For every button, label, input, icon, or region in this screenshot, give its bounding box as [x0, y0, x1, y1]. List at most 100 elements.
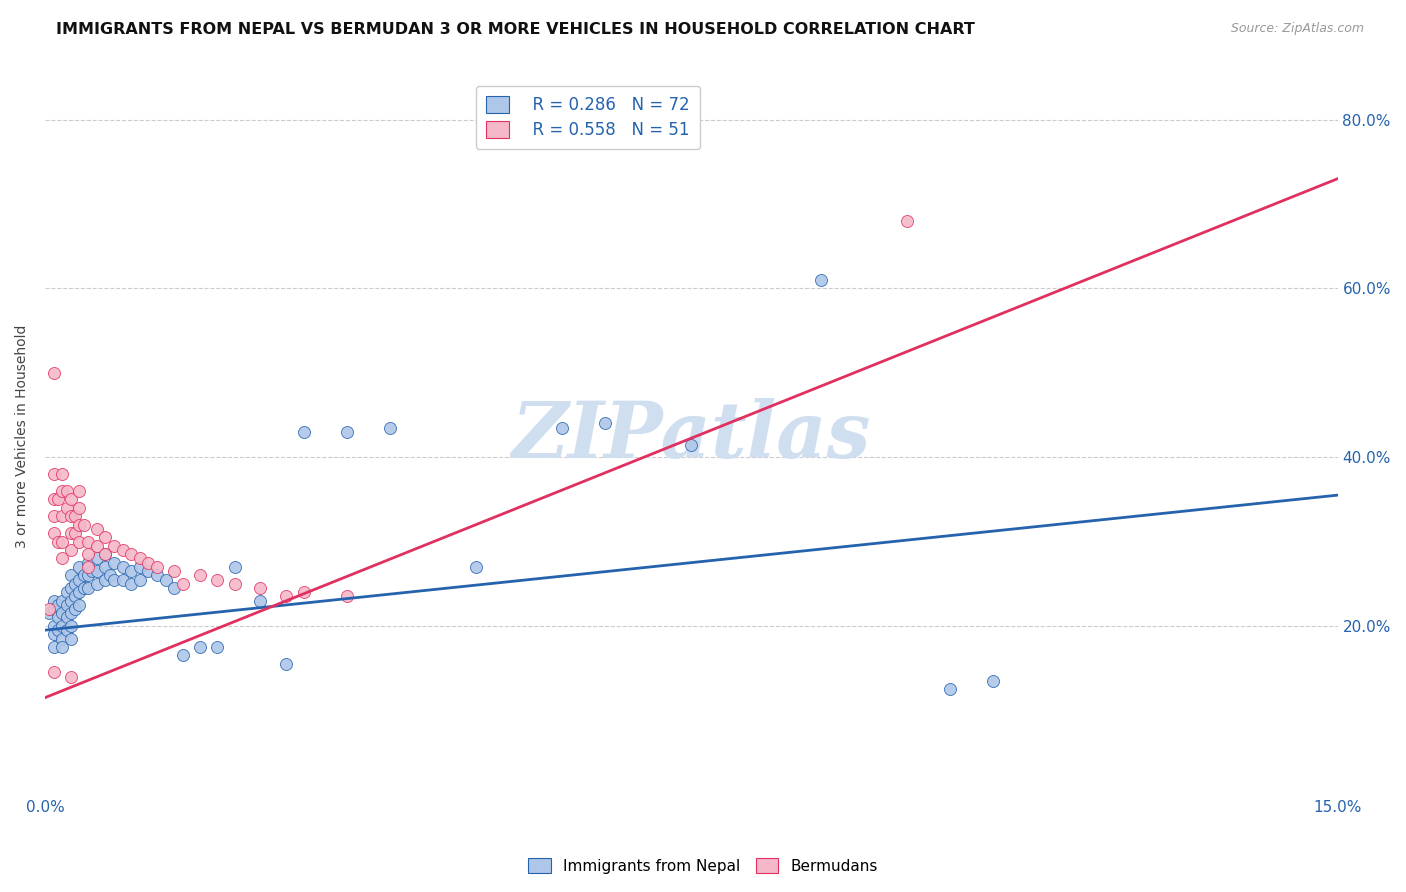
Point — [77, 534, 100, 549]
Point — [46, 598, 69, 612]
Point — [207, 640, 229, 654]
Point — [138, 556, 160, 570]
Text: ZIPatlas: ZIPatlas — [512, 398, 870, 475]
Point — [120, 547, 142, 561]
Point — [46, 492, 69, 507]
Point — [42, 602, 65, 616]
Point — [77, 559, 100, 574]
Point — [77, 568, 100, 582]
Point — [249, 593, 271, 607]
Point — [120, 564, 142, 578]
Legend: Immigrants from Nepal, Bermudans: Immigrants from Nepal, Bermudans — [522, 852, 884, 880]
Point — [51, 593, 73, 607]
Point — [55, 623, 77, 637]
Point — [55, 598, 77, 612]
Point — [292, 425, 315, 439]
Point — [249, 581, 271, 595]
Point — [59, 607, 82, 621]
Point — [63, 509, 86, 524]
Point — [551, 420, 574, 434]
Point — [63, 602, 86, 616]
Point — [94, 530, 117, 544]
Point — [128, 573, 150, 587]
Point — [69, 585, 91, 599]
Point — [77, 556, 100, 570]
Point — [336, 590, 359, 604]
Point — [188, 640, 211, 654]
Point — [59, 581, 82, 595]
Point — [172, 648, 194, 663]
Point — [146, 559, 169, 574]
Point — [59, 669, 82, 683]
Point — [224, 559, 246, 574]
Point — [86, 564, 108, 578]
Point — [63, 590, 86, 604]
Text: Source: ZipAtlas.com: Source: ZipAtlas.com — [1230, 22, 1364, 36]
Point — [86, 539, 108, 553]
Point — [46, 534, 69, 549]
Point — [292, 585, 315, 599]
Point — [98, 568, 121, 582]
Point — [896, 214, 918, 228]
Point — [42, 619, 65, 633]
Point — [59, 543, 82, 558]
Point — [810, 273, 832, 287]
Point — [146, 568, 169, 582]
Point — [77, 547, 100, 561]
Point — [111, 573, 134, 587]
Point — [46, 623, 69, 637]
Point — [51, 551, 73, 566]
Point — [172, 576, 194, 591]
Point — [111, 559, 134, 574]
Point — [42, 627, 65, 641]
Point — [38, 607, 60, 621]
Point — [42, 593, 65, 607]
Point — [128, 559, 150, 574]
Point — [94, 547, 117, 561]
Point — [981, 673, 1004, 688]
Point — [59, 526, 82, 541]
Point — [69, 598, 91, 612]
Point — [63, 526, 86, 541]
Point — [42, 526, 65, 541]
Point — [55, 585, 77, 599]
Y-axis label: 3 or more Vehicles in Household: 3 or more Vehicles in Household — [15, 325, 30, 548]
Point — [42, 509, 65, 524]
Point — [593, 417, 616, 431]
Point — [63, 576, 86, 591]
Point — [73, 581, 96, 595]
Point — [681, 437, 703, 451]
Point — [86, 522, 108, 536]
Point — [69, 534, 91, 549]
Point — [155, 573, 177, 587]
Point — [939, 682, 962, 697]
Point — [69, 559, 91, 574]
Point — [69, 483, 91, 498]
Point — [59, 492, 82, 507]
Point — [69, 573, 91, 587]
Point — [69, 517, 91, 532]
Legend:   R = 0.286   N = 72,   R = 0.558   N = 51: R = 0.286 N = 72, R = 0.558 N = 51 — [475, 86, 700, 149]
Point — [94, 547, 117, 561]
Point — [82, 564, 104, 578]
Point — [94, 559, 117, 574]
Point — [73, 568, 96, 582]
Point — [69, 500, 91, 515]
Point — [163, 581, 186, 595]
Point — [111, 543, 134, 558]
Point — [86, 551, 108, 566]
Point — [207, 573, 229, 587]
Point — [51, 534, 73, 549]
Point — [138, 564, 160, 578]
Point — [378, 420, 401, 434]
Point — [51, 607, 73, 621]
Point — [188, 568, 211, 582]
Point — [46, 610, 69, 624]
Point — [42, 492, 65, 507]
Point — [55, 500, 77, 515]
Point — [103, 573, 125, 587]
Point — [103, 556, 125, 570]
Point — [42, 665, 65, 680]
Point — [94, 573, 117, 587]
Point — [128, 551, 150, 566]
